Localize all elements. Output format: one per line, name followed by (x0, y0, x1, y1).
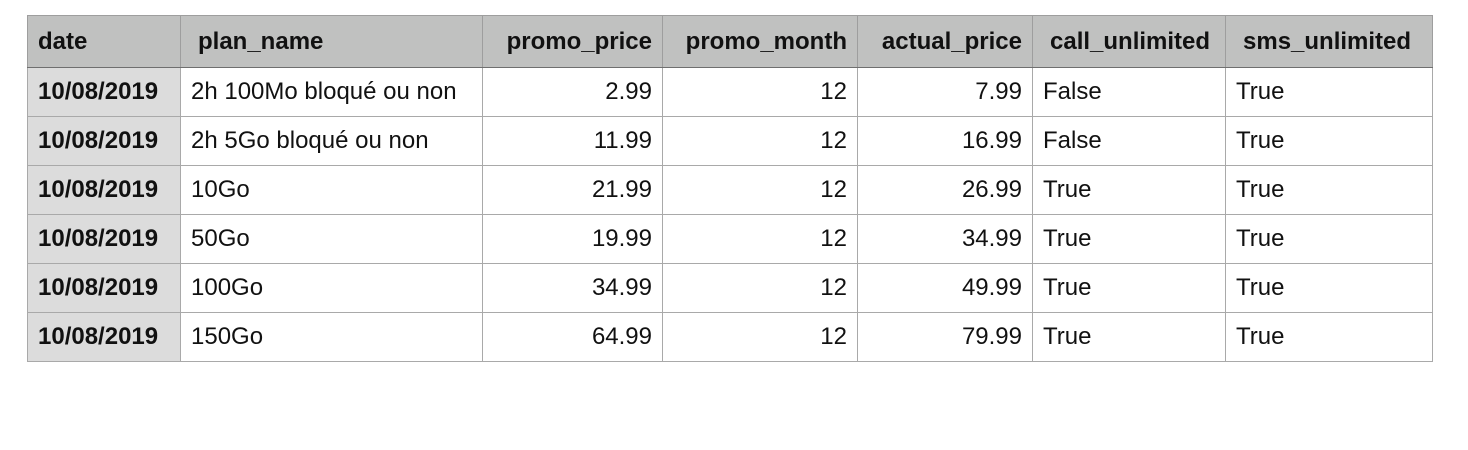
cell-date[interactable]: 10/08/2019 (27, 312, 181, 362)
table-row: 10/08/2019 10Go 21.99 12 26.99 True True (27, 165, 1433, 215)
cell-sms-unlimited[interactable]: True (1225, 67, 1433, 117)
cell-plan-name[interactable]: 2h 100Mo bloqué ou non (180, 67, 483, 117)
table-row: 10/08/2019 2h 100Mo bloqué ou non 2.99 12 7.… (27, 67, 1433, 117)
cell-promo-month[interactable]: 12 (662, 116, 858, 166)
cell-actual-price[interactable]: 7.99 (857, 67, 1033, 117)
table-body: 10/08/2019 2h 100Mo bloqué ou non 2.99 12 7.… (27, 67, 1433, 362)
cell-call-unlimited[interactable]: True (1032, 214, 1226, 264)
cell-date[interactable]: 10/08/2019 (27, 67, 181, 117)
cell-promo-month[interactable]: 12 (662, 312, 858, 362)
cell-actual-price[interactable]: 26.99 (857, 165, 1033, 215)
header-promo-month[interactable]: promo_month (662, 15, 858, 68)
cell-sms-unlimited[interactable]: True (1225, 312, 1433, 362)
cell-sms-unlimited[interactable]: True (1225, 263, 1433, 313)
cell-promo-month[interactable]: 12 (662, 67, 858, 117)
cell-date[interactable]: 10/08/2019 (27, 165, 181, 215)
cell-call-unlimited[interactable]: True (1032, 263, 1226, 313)
cell-call-unlimited[interactable]: True (1032, 312, 1226, 362)
header-promo-price[interactable]: promo_price (482, 15, 663, 68)
table-row: 10/08/2019 150Go 64.99 12 79.99 True True (27, 312, 1433, 362)
header-row: date plan_name promo_price promo_month a… (27, 15, 1433, 68)
header-call-unlimited[interactable]: call_unlimited (1032, 15, 1226, 68)
cell-promo-price[interactable]: 21.99 (482, 165, 663, 215)
cell-plan-name[interactable]: 10Go (180, 165, 483, 215)
cell-sms-unlimited[interactable]: True (1225, 165, 1433, 215)
cell-promo-price[interactable]: 11.99 (482, 116, 663, 166)
cell-promo-price[interactable]: 2.99 (482, 67, 663, 117)
cell-sms-unlimited[interactable]: True (1225, 214, 1433, 264)
cell-actual-price[interactable]: 49.99 (857, 263, 1033, 313)
cell-date[interactable]: 10/08/2019 (27, 116, 181, 166)
cell-actual-price[interactable]: 16.99 (857, 116, 1033, 166)
cell-promo-price[interactable]: 19.99 (482, 214, 663, 264)
table-row: 10/08/2019 100Go 34.99 12 49.99 True True (27, 263, 1433, 313)
cell-date[interactable]: 10/08/2019 (27, 214, 181, 264)
cell-call-unlimited[interactable]: False (1032, 116, 1226, 166)
header-date[interactable]: date (27, 15, 181, 68)
cell-actual-price[interactable]: 79.99 (857, 312, 1033, 362)
header-sms-unlimited[interactable]: sms_unlimited (1225, 15, 1433, 68)
cell-sms-unlimited[interactable]: True (1225, 116, 1433, 166)
cell-actual-price[interactable]: 34.99 (857, 214, 1033, 264)
plans-table: date plan_name promo_price promo_month a… (27, 15, 1433, 362)
cell-plan-name[interactable]: 2h 5Go bloqué ou non (180, 116, 483, 166)
header-actual-price[interactable]: actual_price (857, 15, 1033, 68)
table-row: 10/08/2019 2h 5Go bloqué ou non 11.99 12 16.… (27, 116, 1433, 166)
cell-promo-month[interactable]: 12 (662, 165, 858, 215)
cell-call-unlimited[interactable]: False (1032, 67, 1226, 117)
header-plan-name[interactable]: plan_name (180, 15, 483, 68)
cell-plan-name[interactable]: 100Go (180, 263, 483, 313)
cell-promo-month[interactable]: 12 (662, 263, 858, 313)
cell-promo-price[interactable]: 34.99 (482, 263, 663, 313)
spreadsheet-table-container: date plan_name promo_price promo_month a… (27, 15, 1433, 362)
cell-plan-name[interactable]: 150Go (180, 312, 483, 362)
cell-promo-price[interactable]: 64.99 (482, 312, 663, 362)
cell-promo-month[interactable]: 12 (662, 214, 858, 264)
table-row: 10/08/2019 50Go 19.99 12 34.99 True True (27, 214, 1433, 264)
cell-date[interactable]: 10/08/2019 (27, 263, 181, 313)
cell-call-unlimited[interactable]: True (1032, 165, 1226, 215)
cell-plan-name[interactable]: 50Go (180, 214, 483, 264)
